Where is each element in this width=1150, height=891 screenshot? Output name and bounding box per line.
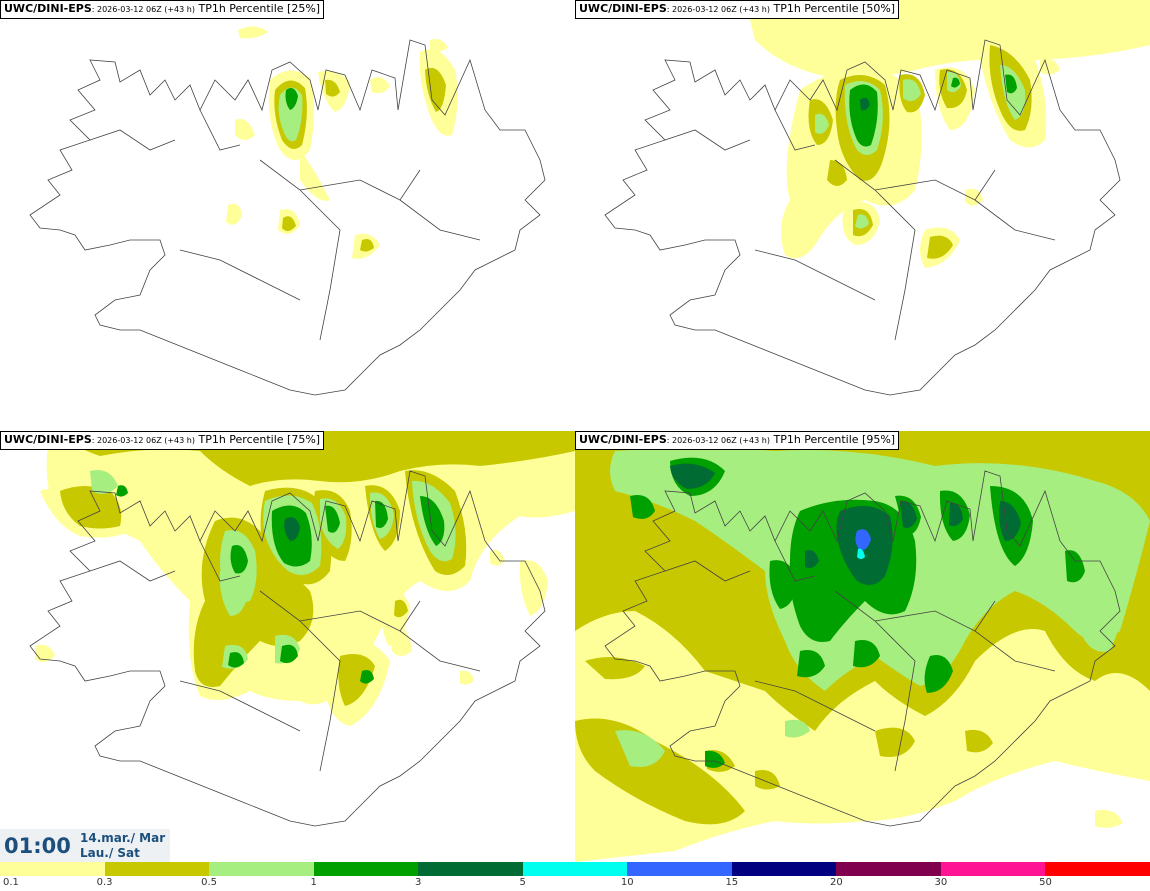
colorbar-label: 0.1: [3, 877, 19, 888]
map-panel-p95: UWC/DINI-EPS: 2026-03-12 06Z (+43 h) TP1…: [575, 431, 1150, 862]
colorbar-label: 3: [414, 877, 422, 888]
precip-map-p95: [575, 431, 1150, 862]
colorbar-label: 5: [519, 877, 526, 888]
colorbar-segment: [627, 862, 732, 876]
colorbar-segment: [418, 862, 523, 876]
panel-title: UWC/DINI-EPS: 2026-03-12 06Z (+43 h) TP1…: [0, 0, 325, 19]
colorbar-label: 0.5: [201, 877, 218, 888]
colorbar-label: 20: [829, 877, 843, 888]
colorbar-labels: 0.1 0.3 0.5 1 3 5 10 15 20 30 50: [0, 876, 1150, 891]
colorbar-segment: [0, 862, 105, 876]
precip-map-p75: [29, 431, 575, 827]
panel-title: UWC/DINI-EPS: 2026-03-12 06Z (+43 h) TP1…: [575, 0, 900, 19]
map-panel-p75: UWC/DINI-EPS: 2026-03-12 06Z (+43 h) TP1…: [0, 431, 575, 862]
precip-map-p25: [29, 26, 546, 396]
panel-title: UWC/DINI-EPS: 2026-03-12 06Z (+43 h) TP1…: [0, 431, 325, 450]
valid-time: 01:00: [4, 834, 71, 858]
valid-weekday: Lau./ Sat: [80, 846, 140, 860]
colorbar-label: 1: [310, 877, 317, 888]
colorbar-label: 30: [934, 877, 948, 888]
colorbar-segment: [522, 862, 628, 876]
colorbar-segment: [836, 862, 941, 876]
map-panel-p25: UWC/DINI-EPS: 2026-03-12 06Z (+43 h) TP1…: [0, 0, 575, 431]
colorbar-segment: [104, 862, 210, 876]
map-panel-p50: UWC/DINI-EPS: 2026-03-12 06Z (+43 h) TP1…: [575, 0, 1150, 431]
colorbar-segment: [209, 862, 314, 876]
colorbar-label: 0.3: [96, 877, 113, 888]
panel-title: UWC/DINI-EPS: 2026-03-12 06Z (+43 h) TP1…: [575, 431, 900, 450]
colorbar-segment: [313, 862, 419, 876]
colorbar-label: 50: [1039, 877, 1052, 888]
precip-map-p50: [604, 0, 1150, 396]
colorbar-segment: [1045, 862, 1150, 876]
colorbar: [0, 862, 1150, 876]
colorbar-segment: [940, 862, 1046, 876]
valid-time-box: 01:00 14.mar./ Mar Lau./ Sat: [0, 829, 170, 862]
colorbar-label: 15: [725, 877, 739, 888]
valid-date: 14.mar./ Mar: [80, 831, 166, 845]
colorbar-label: 10: [620, 877, 634, 888]
colorbar-segment: [731, 862, 837, 876]
